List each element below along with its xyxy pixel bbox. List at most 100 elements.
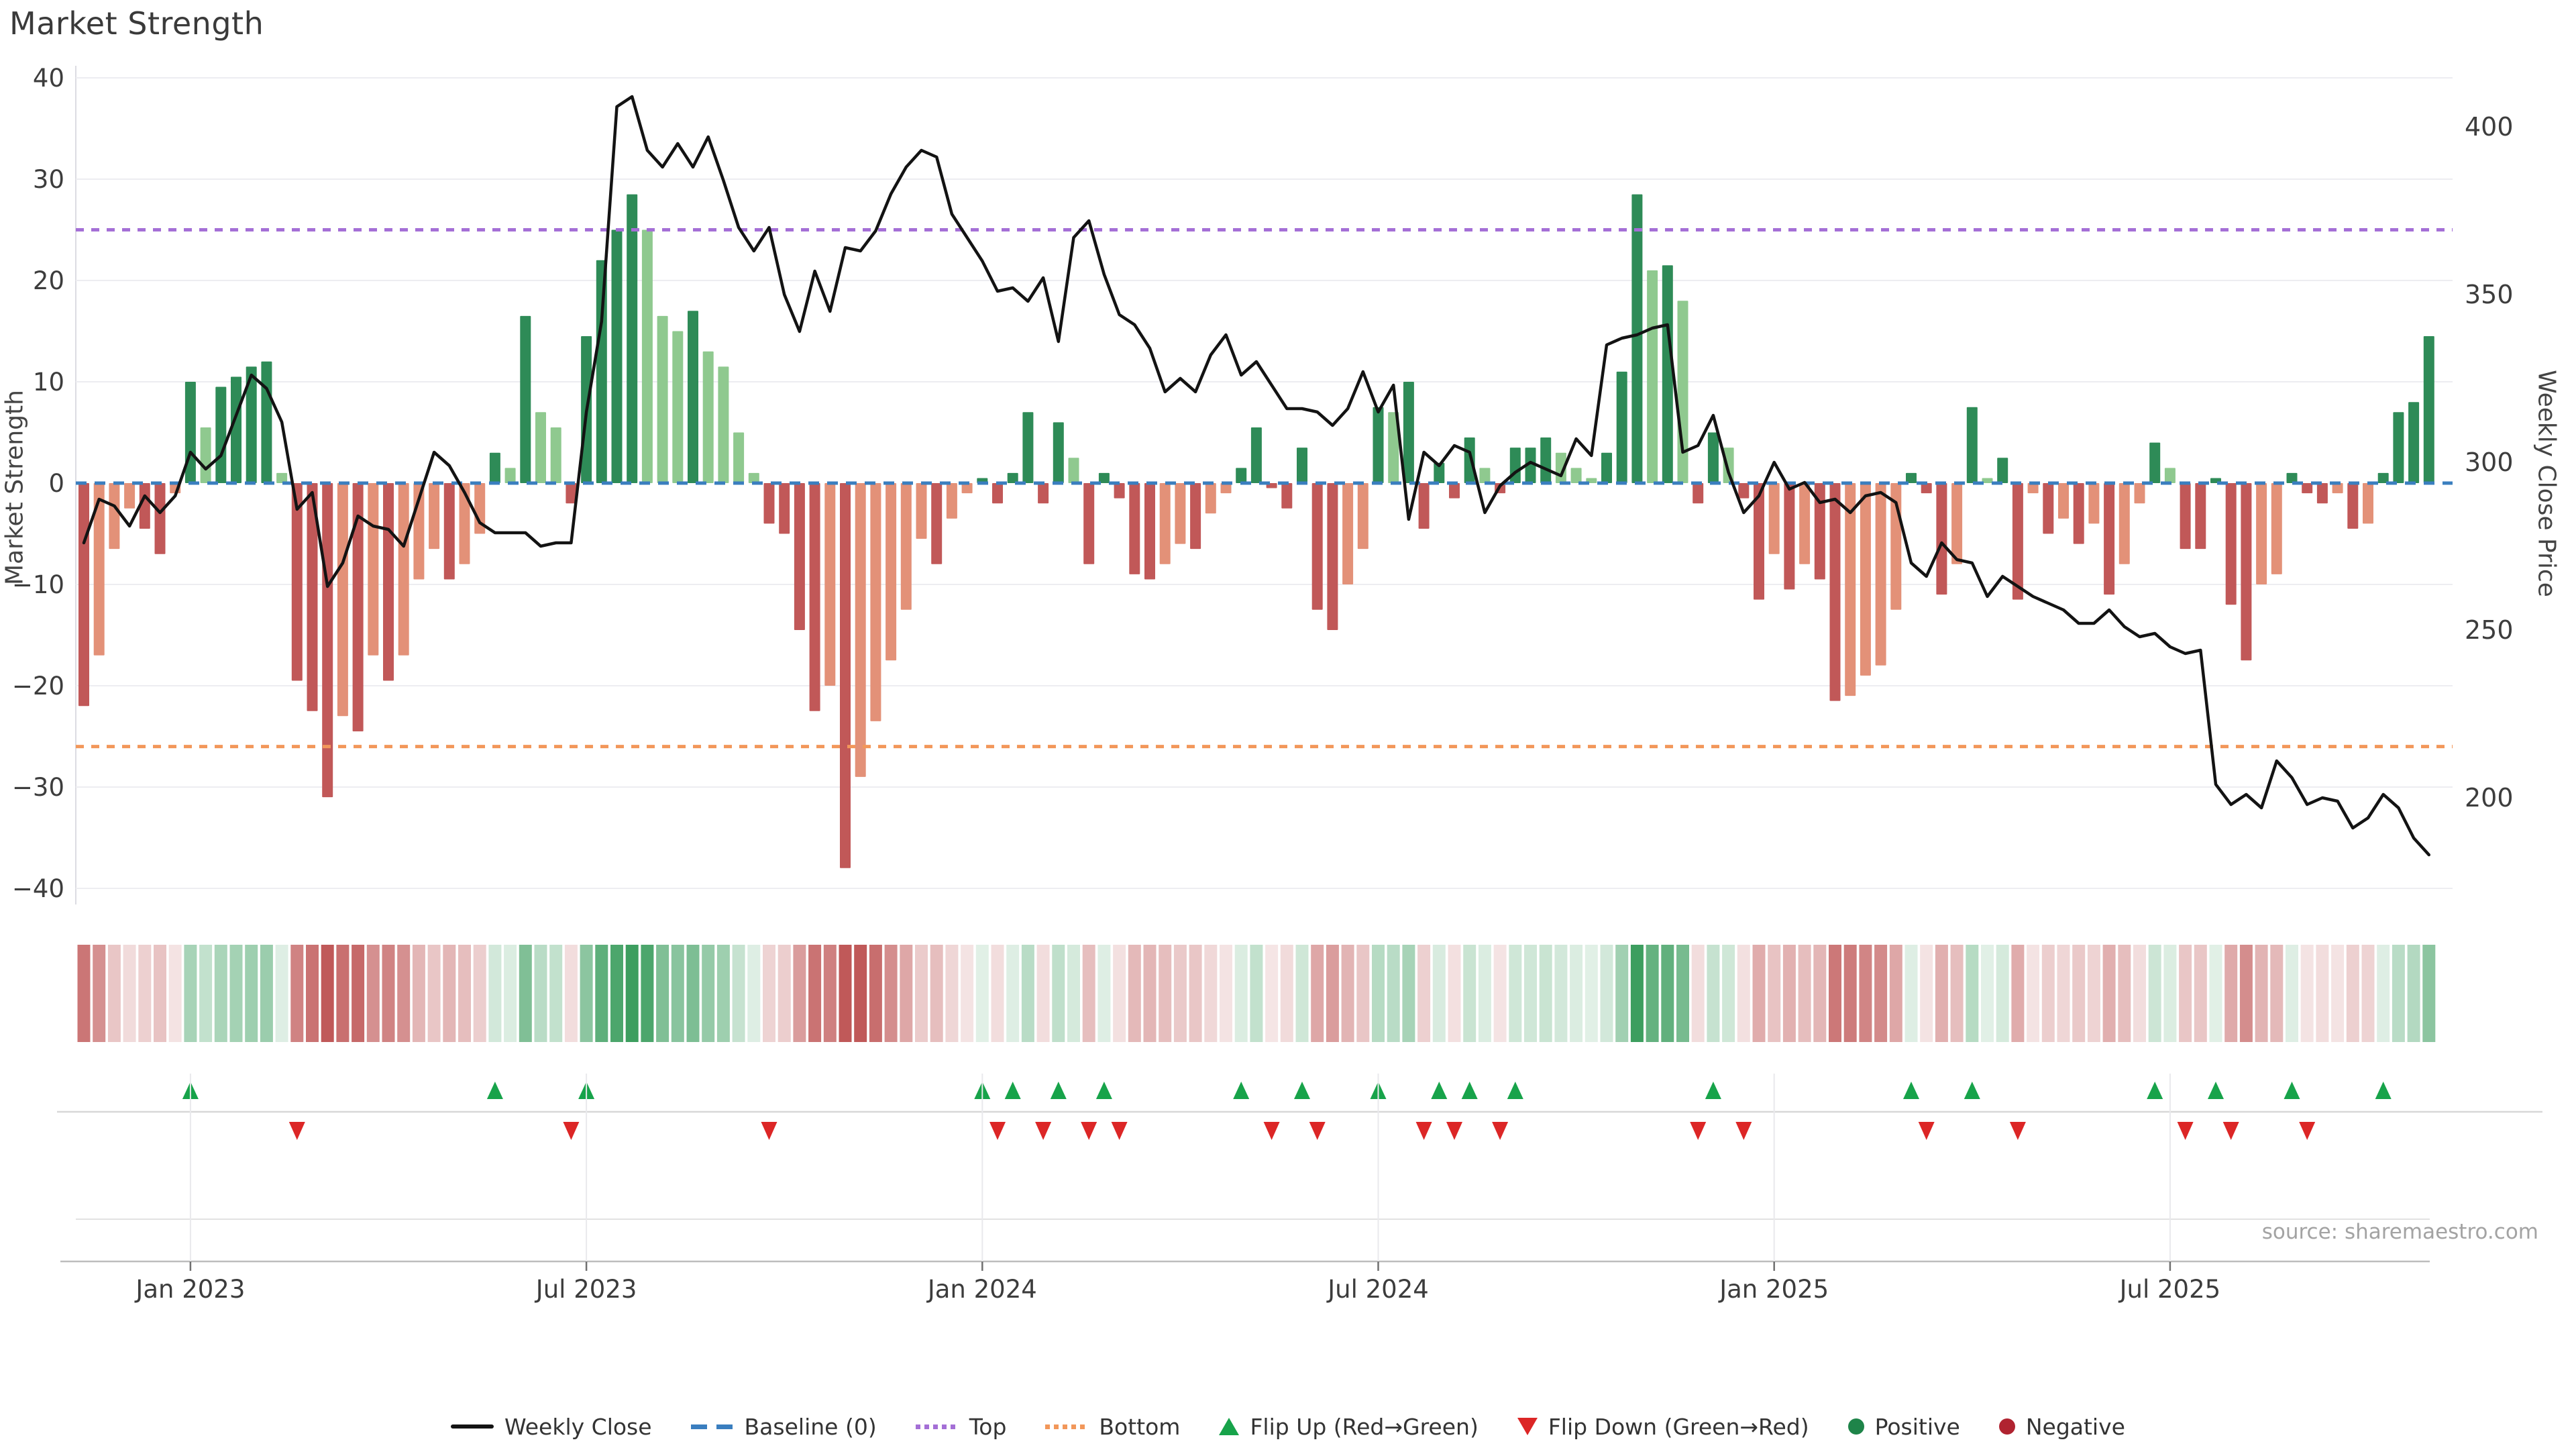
strength-bar bbox=[1479, 468, 1491, 483]
heatmap-week-stripe bbox=[154, 945, 166, 1042]
strength-bar bbox=[1464, 437, 1475, 483]
heatmap-week-stripe bbox=[2209, 945, 2222, 1042]
legend-item-baseline[interactable]: Baseline (0) bbox=[690, 1413, 877, 1440]
strength-bar bbox=[885, 483, 897, 661]
strength-bar bbox=[657, 315, 668, 483]
heatmap-week-stripe bbox=[1585, 945, 1598, 1042]
strength-bar bbox=[1738, 483, 1750, 499]
strength-bar bbox=[200, 427, 211, 483]
heatmap-week-stripe bbox=[1295, 945, 1309, 1042]
strength-bar bbox=[1677, 301, 1688, 483]
strength-bar bbox=[261, 361, 272, 483]
heatmap-week-stripe bbox=[1006, 945, 1020, 1042]
heatmap-week-stripe bbox=[199, 945, 213, 1042]
heatmap-week-stripe bbox=[1417, 945, 1431, 1042]
heatmap-week-stripe bbox=[549, 945, 563, 1042]
strength-bar bbox=[2149, 442, 2161, 483]
weekly-close-line-swatch bbox=[451, 1424, 494, 1429]
heatmap-week-stripe bbox=[1996, 945, 2009, 1042]
strength-bar bbox=[1799, 483, 1811, 564]
strength-bar bbox=[1342, 483, 1354, 584]
heatmap-week-stripe bbox=[732, 945, 745, 1042]
strength-bar bbox=[1631, 194, 1643, 483]
strength-bar bbox=[2256, 483, 2267, 584]
heatmap-week-stripe bbox=[1539, 945, 1552, 1042]
heatmap-week-stripe bbox=[275, 945, 288, 1042]
heatmap-week-stripe bbox=[1097, 945, 1111, 1042]
heatmap-week-stripe bbox=[2407, 945, 2420, 1042]
x-axis-tick-label: Jan 2024 bbox=[926, 1275, 1037, 1304]
heatmap-week-stripe bbox=[808, 945, 822, 1042]
strength-bar bbox=[1982, 478, 1993, 483]
strength-bar bbox=[1509, 448, 1521, 483]
heatmap-week-stripe bbox=[1326, 945, 1339, 1042]
heatmap-week-stripe bbox=[214, 945, 227, 1042]
strength-bar bbox=[566, 483, 577, 504]
flip-up-marker bbox=[1507, 1082, 1523, 1099]
heatmap-week-stripe bbox=[2286, 945, 2298, 1042]
heatmap-week-stripe bbox=[1859, 945, 1872, 1042]
left-axis-tick: 40 bbox=[33, 64, 64, 93]
strength-bar bbox=[154, 483, 166, 554]
legend-item-weekly-close[interactable]: Weekly Close bbox=[451, 1414, 652, 1440]
heatmap-week-stripe bbox=[1128, 945, 1141, 1042]
strength-bar bbox=[1144, 483, 1155, 580]
heatmap-week-stripe bbox=[1554, 945, 1568, 1042]
strength-bar bbox=[1083, 483, 1095, 564]
heatmap-week-stripe bbox=[1981, 945, 1994, 1042]
strength-bar bbox=[489, 452, 500, 483]
strength-bar bbox=[1784, 483, 1795, 590]
legend-item-flip-down[interactable]: Flip Down (Green→Red) bbox=[1517, 1414, 1809, 1440]
flip-up-marker bbox=[2284, 1082, 2300, 1099]
heatmap-week-stripe bbox=[336, 945, 350, 1042]
heatmap-week-stripe bbox=[1234, 945, 1248, 1042]
flip-down-marker bbox=[1263, 1122, 1280, 1140]
strength-bar bbox=[1616, 371, 1627, 483]
heatmap-week-stripe bbox=[854, 945, 867, 1042]
heatmap-week-stripe bbox=[1782, 945, 1796, 1042]
legend-item-flip-up[interactable]: Flip Up (Red→Green) bbox=[1219, 1414, 1479, 1440]
strength-bar bbox=[2241, 483, 2252, 661]
legend-label: Baseline (0) bbox=[744, 1413, 877, 1440]
legend-label: Bottom bbox=[1099, 1413, 1181, 1440]
legend-item-positive[interactable]: Positive bbox=[1847, 1414, 1960, 1440]
strength-bar bbox=[184, 382, 196, 483]
strength-bar bbox=[459, 483, 470, 564]
strength-bar bbox=[840, 483, 851, 868]
heatmap-week-stripe bbox=[2179, 945, 2192, 1042]
strength-bar bbox=[474, 483, 486, 534]
heatmap-week-stripe bbox=[1036, 945, 1050, 1042]
legend-item-negative[interactable]: Negative bbox=[1998, 1413, 2125, 1440]
heatmap-week-stripe bbox=[1737, 945, 1750, 1042]
flip-down-marker bbox=[2009, 1122, 2026, 1140]
heatmap-week-stripe bbox=[2148, 945, 2161, 1042]
heatmap-week-stripe bbox=[473, 945, 486, 1042]
heatmap-week-stripe bbox=[2194, 945, 2207, 1042]
strength-bar bbox=[702, 351, 714, 483]
threshold-lines bbox=[76, 228, 2453, 749]
left-axis-tick: −40 bbox=[12, 874, 64, 903]
heatmap-week-stripe bbox=[2346, 945, 2359, 1042]
strength-bar bbox=[1220, 483, 1232, 494]
heatmap-week-stripe bbox=[1630, 945, 1644, 1042]
strength-bar bbox=[1388, 412, 1399, 483]
source-credit: source: sharemaestro.com bbox=[2261, 1220, 2538, 1244]
strength-bar bbox=[992, 483, 1003, 504]
legend-item-top[interactable]: Top bbox=[915, 1414, 1006, 1440]
strength-bar bbox=[1754, 483, 1764, 600]
heatmap-week-stripe bbox=[1752, 945, 1766, 1042]
heatmap-week-stripe bbox=[945, 945, 959, 1042]
heatmap-week-stripe bbox=[716, 945, 730, 1042]
legend-label: Negative bbox=[2025, 1413, 2125, 1440]
legend-item-bottom[interactable]: Bottom bbox=[1045, 1414, 1180, 1440]
strength-bar bbox=[1327, 483, 1338, 630]
strength-bar bbox=[2118, 483, 2130, 564]
flip-down-marker bbox=[1081, 1122, 1097, 1140]
strength-bar bbox=[139, 483, 150, 529]
flip-down-marker bbox=[989, 1122, 1006, 1140]
strength-bar bbox=[1311, 483, 1323, 610]
strength-bar bbox=[931, 483, 943, 564]
strength-bar bbox=[1860, 483, 1871, 676]
